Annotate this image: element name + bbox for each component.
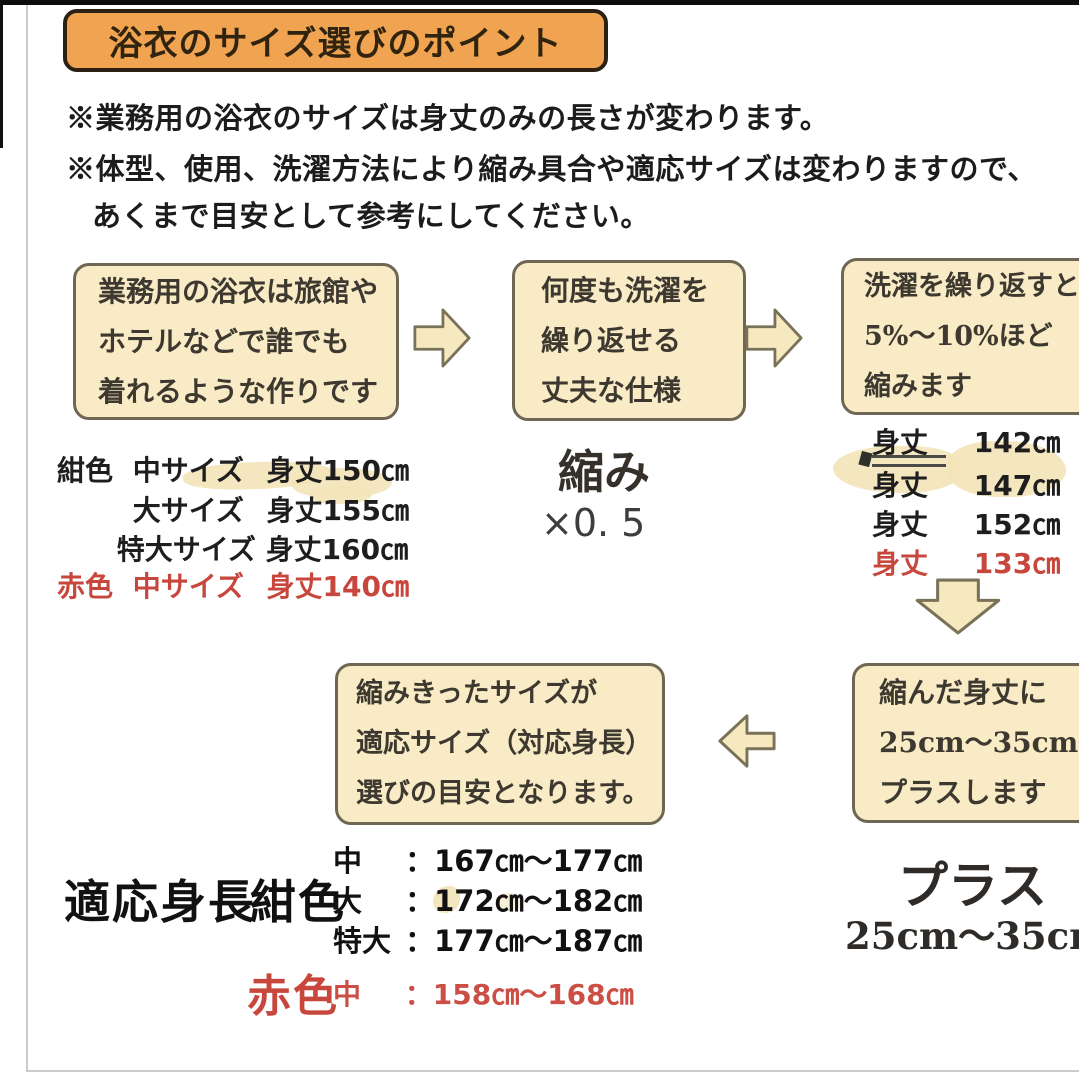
smudge-blob [948, 441, 1066, 497]
size-name: 特大 [333, 924, 392, 958]
flow-box-line: 洗濯を繰り返すと [864, 270, 1079, 302]
shrunk-length-row-red: 身丈 133㎝ [872, 542, 1060, 582]
red-size-row: 赤色 中サイズ 身丈140㎝ [57, 565, 409, 605]
fit-navy-label: 紺色 [250, 875, 346, 929]
length-label: 身丈 [872, 426, 929, 459]
height-range: ：167㎝〜177㎝ [405, 844, 643, 878]
shrink-heading: 縮み [558, 445, 650, 499]
size-name: 大 [333, 884, 363, 918]
fit-height-row: 大 ：172㎝〜182㎝ [333, 878, 642, 920]
arrow-right-icon [413, 308, 471, 368]
flow-box-durable: 何度も洗濯を 繰り返せる 丈夫な仕様 [512, 260, 746, 421]
length-value: 133㎝ [973, 547, 1061, 580]
flow-box-line: 繰り返せる [541, 323, 682, 357]
flow-box-plus-length: 縮んだ身丈に 25cm〜35cm プラスします [852, 663, 1079, 823]
smudge-blob [833, 446, 961, 493]
flow-box-line: 25cm〜35cm [879, 726, 1079, 759]
length-value: 身丈155㎝ [266, 494, 409, 527]
length-label: 身丈 [872, 469, 929, 502]
smudge-blob [310, 486, 372, 504]
plus-range: 25cm〜35cm [845, 914, 1079, 958]
size-name: 中 [333, 978, 362, 1011]
length-value: 身丈160㎝ [265, 533, 409, 566]
flow-box-line: プラスします [879, 776, 1047, 809]
redaction-mark [872, 464, 946, 467]
length-value: 152㎝ [973, 508, 1061, 541]
flow-box-line: 縮みきったサイズが [356, 678, 598, 709]
flow-box-fit-guideline: 縮みきったサイズが 適応サイズ（対応身長） 選びの目安となります。 [335, 663, 665, 825]
smudge-blob [495, 893, 523, 911]
note-line-1: ※業務用の浴衣のサイズは身丈のみの長さが変わります。 [66, 101, 830, 135]
flow-box-commercial-yukata: 業務用の浴衣は旅館や ホテルなどで誰でも 着れるような作りです [73, 263, 399, 420]
size-name: 特大サイズ [116, 533, 256, 566]
shrunk-length-row: 身丈 142㎝ [872, 421, 1060, 461]
redaction-mark [872, 455, 946, 458]
length-value: 142㎝ [973, 426, 1061, 459]
navy-size-row: 紺色 中サイズ 身丈150㎝ [57, 449, 409, 489]
color-label: 紺色 [57, 454, 114, 487]
flow-box-line: 適応サイズ（対応身長） [356, 728, 653, 759]
flow-box-shrinkage: 洗濯を繰り返すと 5%〜10%ほど 縮みます [841, 258, 1079, 415]
smudge-blob [433, 886, 460, 913]
image-left-border [26, 5, 28, 1071]
height-range: ：158㎝〜168㎝ [404, 978, 634, 1011]
size-name: 大サイズ [132, 494, 244, 527]
page-title: 浴衣のサイズ選びのポイント [63, 9, 608, 72]
height-range: ：177㎝〜187㎝ [405, 924, 643, 958]
size-name: 中 [333, 844, 363, 878]
length-value: 身丈140㎝ [266, 570, 409, 603]
flow-box-line: 何度も洗濯を [541, 273, 710, 307]
color-label: 赤色 [57, 570, 114, 603]
height-range: ：172㎝〜182㎝ [405, 884, 643, 918]
left-black-edge [0, 0, 3, 148]
fit-height-row: 中 ：167㎝〜177㎝ [333, 838, 642, 880]
flow-box-line: 丈夫な仕様 [541, 373, 682, 407]
top-black-bar [0, 0, 1079, 5]
flow-box-line: 縮んだ身丈に [879, 676, 1048, 709]
arrow-right-icon [745, 308, 803, 368]
length-value: 身丈150㎝ [266, 454, 409, 487]
length-value: 147㎝ [973, 469, 1061, 502]
length-label: 身丈 [872, 508, 929, 541]
note-line-3: あくまで目安として参考にしてください。 [92, 199, 650, 233]
length-label: 身丈 [872, 547, 929, 580]
navy-size-row: 特大サイズ 身丈160㎝ [41, 528, 408, 568]
flow-box-line: 5%〜10%ほど [864, 320, 1053, 352]
shrunk-length-row: 身丈 152㎝ [872, 503, 1060, 543]
arrow-down-icon [915, 578, 1001, 635]
shrunk-length-row: 身丈 147㎝ [872, 464, 1060, 504]
plus-heading: プラス [898, 856, 1047, 915]
flow-box-line: 着れるような作りです [98, 374, 379, 408]
size-name: 中サイズ [132, 570, 244, 603]
flow-box-line: ホテルなどで誰でも [98, 324, 350, 358]
image-bottom-border [26, 1070, 1079, 1072]
note-line-2: ※体型、使用、洗濯方法により縮み具合や適応サイズは変わりますので、 [66, 152, 1037, 186]
arrow-left-icon [718, 714, 776, 768]
size-name: 中サイズ [132, 454, 244, 487]
fit-height-row: 特大 ：177㎝〜187㎝ [333, 918, 642, 960]
shrink-factor: ×0. 5 [541, 501, 646, 545]
fit-red-label: 赤色 [247, 971, 339, 1022]
fit-height-row-red: 中 ：158㎝〜168㎝ [333, 973, 634, 1013]
flow-box-line: 業務用の浴衣は旅館や [98, 274, 379, 308]
navy-size-row: 大サイズ 身丈155㎝ [57, 489, 409, 529]
flow-box-line: 選びの目安となります。 [356, 778, 650, 809]
flow-box-line: 縮みます [864, 370, 972, 402]
fit-height-heading: 適応身長 [64, 875, 256, 929]
